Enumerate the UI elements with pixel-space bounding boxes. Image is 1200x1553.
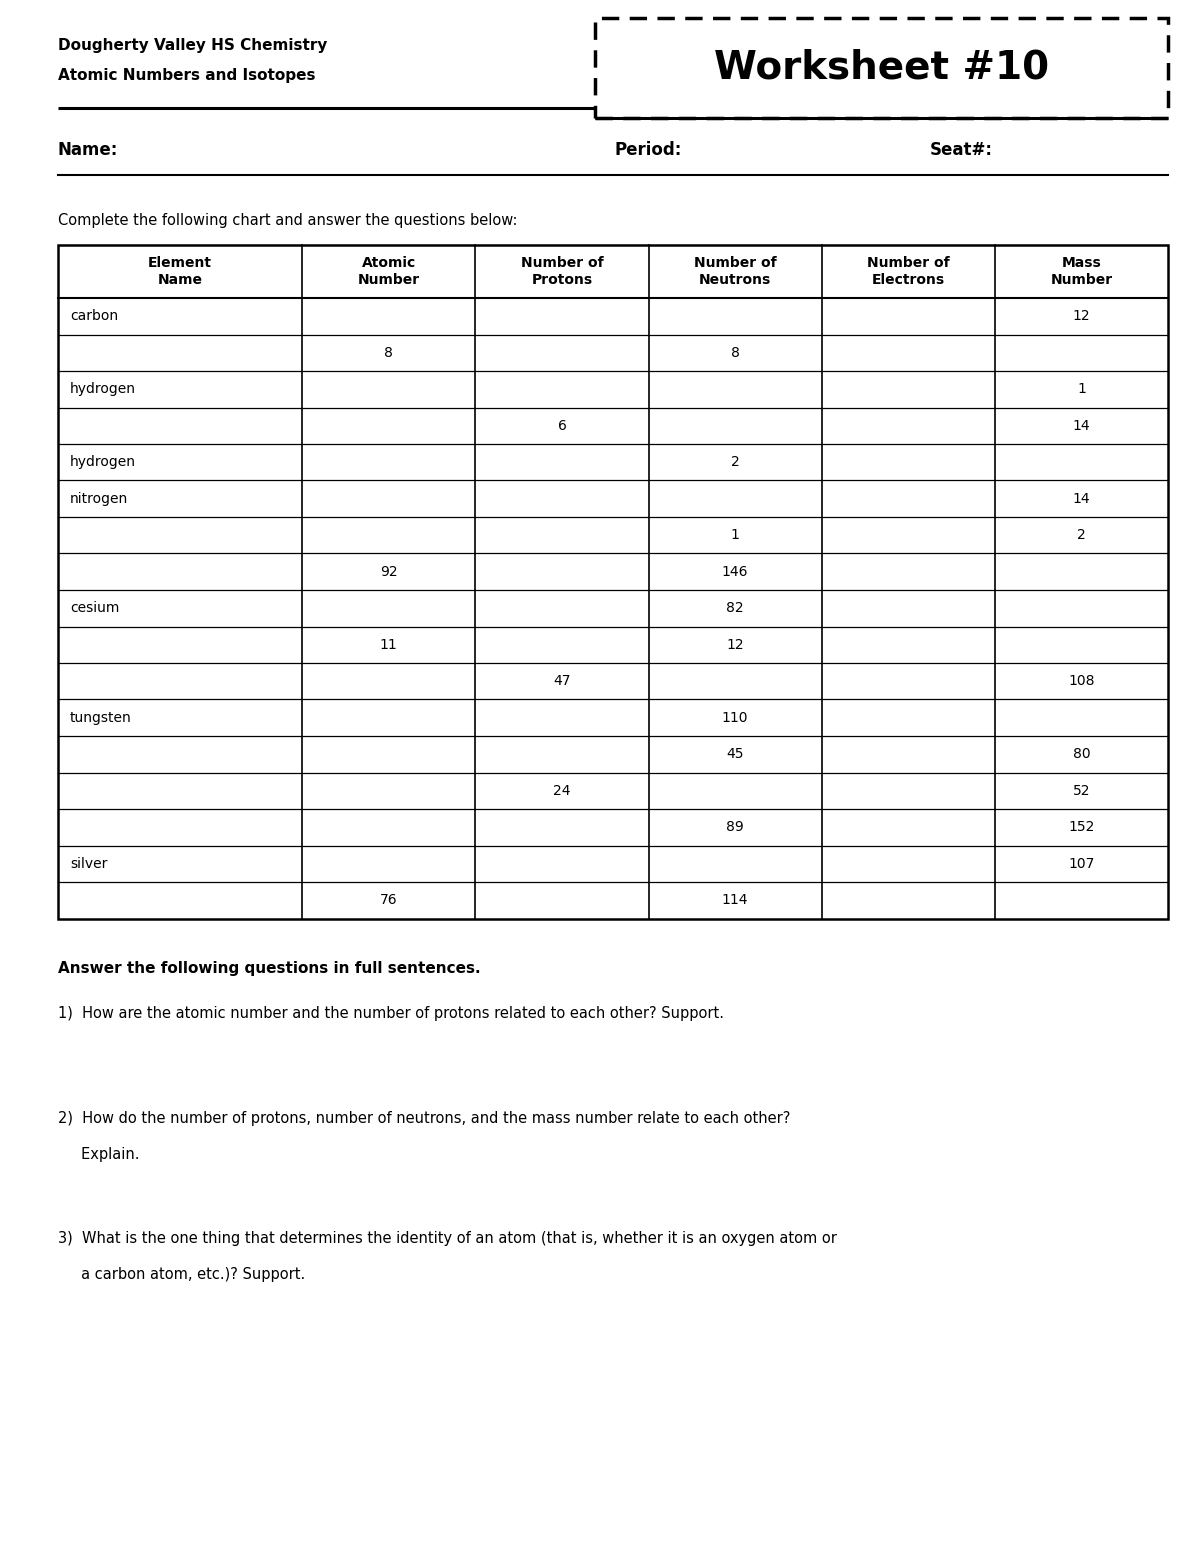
Text: 110: 110 [722,711,749,725]
Text: 6: 6 [558,419,566,433]
Text: 8: 8 [731,346,739,360]
Text: 24: 24 [553,784,571,798]
Text: 12: 12 [726,638,744,652]
Text: 12: 12 [1073,309,1091,323]
Text: 14: 14 [1073,419,1091,433]
Text: Name:: Name: [58,141,119,158]
Text: hydrogen: hydrogen [70,382,136,396]
Text: 92: 92 [380,565,397,579]
Text: Answer the following questions in full sentences.: Answer the following questions in full s… [58,960,481,975]
Text: 152: 152 [1068,820,1094,834]
Text: Mass
Number: Mass Number [1050,256,1112,287]
Text: tungsten: tungsten [70,711,132,725]
Text: Complete the following chart and answer the questions below:: Complete the following chart and answer … [58,213,517,228]
Text: Number of
Neutrons: Number of Neutrons [694,256,776,287]
Text: 8: 8 [384,346,394,360]
Text: Seat#:: Seat#: [930,141,994,158]
Text: 2: 2 [731,455,739,469]
Text: Atomic
Number: Atomic Number [358,256,420,287]
Text: silver: silver [70,857,107,871]
Text: Dougherty Valley HS Chemistry: Dougherty Valley HS Chemistry [58,37,328,53]
Text: 45: 45 [726,747,744,761]
Text: 76: 76 [380,893,397,907]
Text: 82: 82 [726,601,744,615]
Text: Number of
Electrons: Number of Electrons [866,256,949,287]
Text: 14: 14 [1073,492,1091,506]
Text: Period:: Period: [616,141,683,158]
Text: 114: 114 [722,893,749,907]
Text: carbon: carbon [70,309,118,323]
Text: 1: 1 [731,528,739,542]
Text: cesium: cesium [70,601,119,615]
Text: Worksheet #10: Worksheet #10 [714,50,1049,87]
Text: 1)  How are the atomic number and the number of protons related to each other? S: 1) How are the atomic number and the num… [58,1005,724,1020]
Text: 52: 52 [1073,784,1090,798]
Text: nitrogen: nitrogen [70,492,128,506]
Text: 2: 2 [1078,528,1086,542]
Text: 47: 47 [553,674,571,688]
Text: 11: 11 [380,638,397,652]
Text: 2)  How do the number of protons, number of neutrons, and the mass number relate: 2) How do the number of protons, number … [58,1110,791,1126]
Text: 3)  What is the one thing that determines the identity of an atom (that is, whet: 3) What is the one thing that determines… [58,1230,836,1246]
Text: 107: 107 [1068,857,1094,871]
Text: Explain.: Explain. [58,1146,139,1162]
Text: 89: 89 [726,820,744,834]
Text: 80: 80 [1073,747,1091,761]
Text: 146: 146 [722,565,749,579]
Text: hydrogen: hydrogen [70,455,136,469]
Bar [58,245,1168,918]
Text: 108: 108 [1068,674,1094,688]
Text: Number of
Protons: Number of Protons [521,256,604,287]
Text: 1: 1 [1076,382,1086,396]
Text: Element
Name: Element Name [148,256,212,287]
Text: Atomic Numbers and Isotopes: Atomic Numbers and Isotopes [58,68,316,82]
Text: a carbon atom, etc.)? Support.: a carbon atom, etc.)? Support. [58,1267,305,1281]
